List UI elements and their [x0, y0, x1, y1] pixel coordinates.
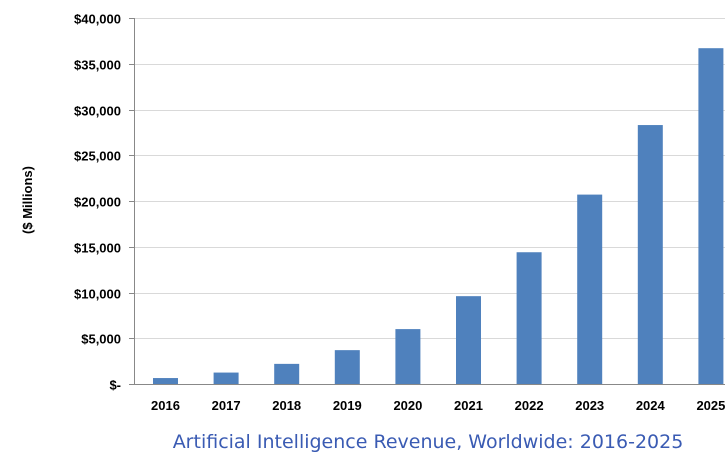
- y-tick-label: $35,000: [74, 58, 121, 73]
- bar-2022: [516, 252, 542, 384]
- y-tick-label: $5,000: [81, 332, 121, 347]
- y-tick-label: $40,000: [74, 12, 121, 27]
- gridlines: [134, 18, 725, 339]
- y-axis-ticks: $- $5,000 $10,000 $15,000 $20,000 $25,000 $30,…: [74, 12, 134, 393]
- bar-2017: [213, 372, 239, 384]
- y-tick-label: $30,000: [74, 104, 121, 119]
- bar-2020: [395, 329, 421, 384]
- y-tick-label: $25,000: [74, 149, 121, 164]
- bars: [153, 48, 724, 385]
- y-tick-label: $15,000: [74, 241, 121, 256]
- bar-2023: [577, 194, 603, 384]
- x-tick-label: 2017: [212, 398, 241, 413]
- x-tick-label: 2020: [393, 398, 422, 413]
- bar-2019: [334, 350, 360, 384]
- x-tick-label: 2022: [515, 398, 544, 413]
- x-tick-label: 2019: [333, 398, 362, 413]
- x-tick-label: 2016: [151, 398, 180, 413]
- bar-2025: [698, 48, 724, 384]
- y-tick-label: $10,000: [74, 287, 121, 302]
- bar-2024: [637, 125, 663, 385]
- x-axis-ticks: 2016 2017 2018 2019 2020 2021 2022 2023 2024 2025: [151, 398, 725, 413]
- y-tick-label: $20,000: [74, 195, 121, 210]
- y-tick-label: $-: [109, 378, 121, 393]
- x-tick-label: 2023: [575, 398, 604, 413]
- bar-2016: [153, 378, 178, 384]
- y-axis-title: ($ Millions): [20, 166, 35, 234]
- x-tick-label: 2025: [696, 398, 725, 413]
- bar-2021: [456, 296, 481, 384]
- x-tick-label: 2018: [272, 398, 301, 413]
- chart-caption: Artificial Intelligence Revenue, Worldwi…: [173, 431, 684, 453]
- bar-2018: [274, 363, 300, 384]
- x-tick-label: 2021: [454, 398, 483, 413]
- x-tick-label: 2024: [636, 398, 666, 413]
